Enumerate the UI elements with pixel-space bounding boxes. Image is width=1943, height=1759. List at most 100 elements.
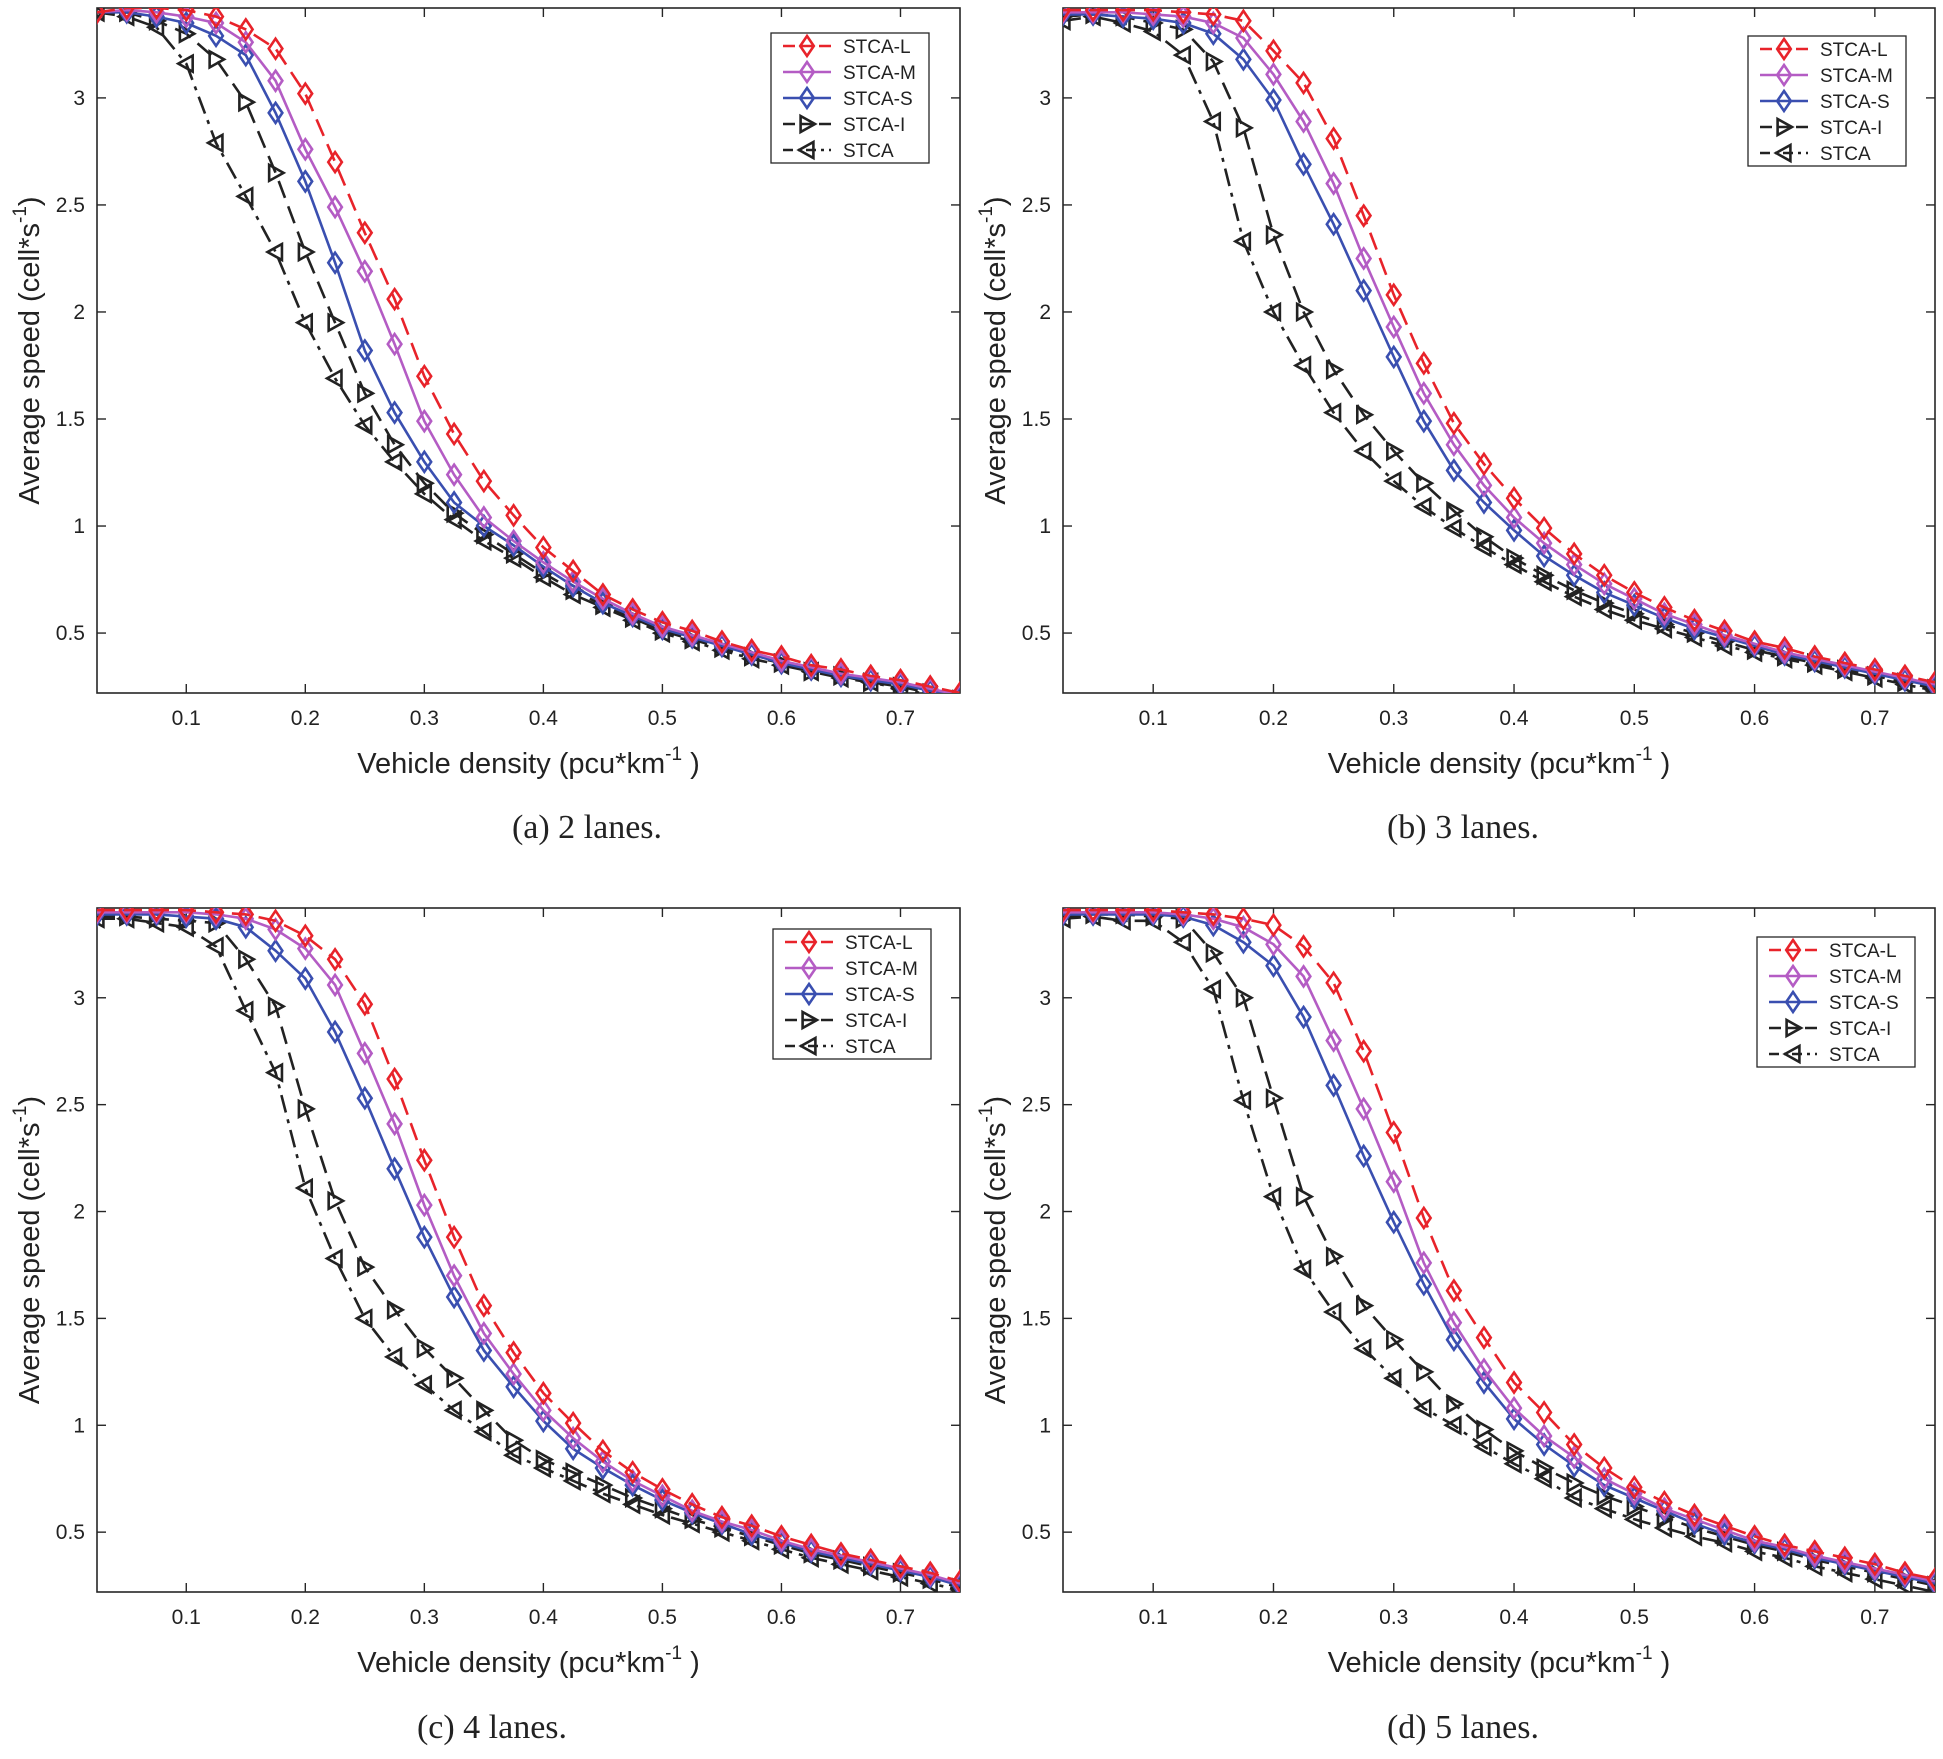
point-stca-i bbox=[386, 434, 406, 455]
y-axis-label-text: Average speed (cell*s bbox=[14, 223, 46, 505]
point-stca-s bbox=[326, 250, 344, 276]
point-stca bbox=[235, 186, 254, 207]
point-stca-l bbox=[1144, 908, 1162, 923]
point-stca-l bbox=[535, 1380, 552, 1406]
series-group bbox=[1063, 8, 1935, 693]
point-stca-l bbox=[802, 652, 820, 678]
point-stca bbox=[205, 936, 224, 957]
legend-marker-stca bbox=[798, 1035, 817, 1057]
point-stca-l bbox=[356, 991, 374, 1017]
point-stca-l bbox=[921, 674, 939, 693]
point-stca-l bbox=[1084, 908, 1102, 923]
point-stca-l bbox=[177, 8, 195, 23]
point-stca-i bbox=[1506, 547, 1525, 569]
point-stca-i bbox=[1325, 359, 1345, 380]
legend-marker-stca-m bbox=[1784, 963, 1802, 989]
point-stca-l bbox=[773, 644, 790, 669]
point-stca-l bbox=[1084, 8, 1102, 23]
point-stca-i bbox=[357, 383, 376, 404]
point-stca-m bbox=[415, 1192, 433, 1218]
point-stca-l bbox=[1114, 8, 1132, 23]
series-line-stca bbox=[97, 917, 960, 1592]
point-stca bbox=[1473, 537, 1492, 558]
y-tick-label: 2.5 bbox=[1022, 194, 1051, 217]
point-stca-i bbox=[97, 8, 108, 19]
x-tick-label: 0.3 bbox=[1379, 707, 1408, 730]
y-tick-label: 1 bbox=[1039, 515, 1051, 538]
point-stca-l bbox=[415, 363, 433, 389]
point-stca-m bbox=[267, 68, 284, 94]
point-stca-l bbox=[892, 667, 909, 693]
point-stca-s bbox=[1535, 543, 1553, 569]
legend-label-stca-s: STCA-S bbox=[843, 89, 913, 110]
point-stca-m bbox=[1866, 1556, 1884, 1581]
series-line-stca-l bbox=[97, 908, 960, 1583]
point-stca-l bbox=[1265, 912, 1282, 938]
point-stca-m bbox=[1535, 530, 1553, 556]
x-tick-label: 0.6 bbox=[767, 1606, 796, 1629]
point-stca-s bbox=[296, 966, 314, 991]
x-tick-label: 0.3 bbox=[410, 707, 439, 730]
point-stca-i bbox=[446, 1368, 465, 1389]
point-stca-l bbox=[207, 8, 225, 29]
x-tick-label: 0.4 bbox=[529, 707, 559, 730]
legend-label-stca-l: STCA-L bbox=[843, 37, 911, 58]
point-stca-l bbox=[862, 1547, 880, 1573]
x-tick-label: 0.3 bbox=[410, 1606, 439, 1629]
point-stca-s bbox=[1415, 1271, 1433, 1297]
point-stca bbox=[1383, 1368, 1402, 1389]
point-stca-l bbox=[1746, 1524, 1763, 1549]
y-tick-label: 0.5 bbox=[56, 622, 85, 645]
y-axis-label-close: ) bbox=[14, 1096, 46, 1106]
legend-label-stca-s: STCA-S bbox=[845, 985, 915, 1006]
point-stca-l bbox=[267, 36, 284, 61]
point-stca-l bbox=[1595, 562, 1613, 588]
x-axis-label-text: Vehicle density (pcu*km bbox=[357, 1647, 665, 1679]
legend-marker-stca-s bbox=[800, 981, 818, 1007]
y-axis-label-close: ) bbox=[980, 1096, 1012, 1106]
x-tick-label: 0.5 bbox=[648, 707, 677, 730]
legend-marker-stca-l bbox=[1784, 937, 1802, 963]
legend: STCA-L STCA-M STCA-S STCA-I STCA bbox=[1747, 35, 1907, 167]
point-stca-l bbox=[1174, 8, 1192, 25]
point-stca-l bbox=[921, 1560, 939, 1586]
y-tick-label: 1.5 bbox=[1022, 1307, 1051, 1330]
point-stca-l bbox=[1926, 669, 1935, 693]
point-stca-l bbox=[296, 81, 314, 106]
point-stca-m bbox=[1325, 171, 1342, 196]
point-stca-l bbox=[862, 663, 880, 689]
x-tick-label: 0.5 bbox=[1620, 1606, 1649, 1629]
point-stca-m bbox=[773, 1528, 790, 1554]
point-stca-l bbox=[1625, 1474, 1643, 1500]
point-stca-l bbox=[535, 535, 552, 560]
y-axis-label-text: Average speed (cell*s bbox=[980, 223, 1012, 505]
point-stca-l bbox=[1716, 1513, 1733, 1539]
point-stca-m bbox=[802, 1536, 820, 1562]
point-stca-s bbox=[1475, 490, 1493, 515]
point-stca bbox=[1232, 231, 1252, 252]
point-stca-m bbox=[505, 1361, 522, 1387]
legend-label-stca-s: STCA-S bbox=[1820, 92, 1890, 113]
y-tick-label: 0.5 bbox=[1022, 1521, 1051, 1544]
point-stca-l bbox=[1686, 1502, 1703, 1528]
point-stca-m bbox=[1686, 1507, 1703, 1532]
point-stca bbox=[1322, 1301, 1342, 1323]
series-line-stca bbox=[1063, 15, 1935, 693]
point-stca-s bbox=[1325, 1073, 1342, 1098]
point-stca-l bbox=[1385, 1120, 1403, 1145]
legend-label-stca-m: STCA-M bbox=[843, 63, 916, 84]
x-tick-label: 0.6 bbox=[1740, 707, 1769, 730]
point-stca-i bbox=[267, 996, 287, 1017]
x-axis-label-sup: -1 bbox=[1636, 744, 1653, 765]
point-stca-l bbox=[1866, 1551, 1884, 1577]
point-stca-m bbox=[1355, 246, 1373, 271]
point-stca bbox=[1292, 355, 1312, 376]
point-stca-l bbox=[1144, 8, 1162, 23]
point-stca-s bbox=[356, 338, 374, 363]
point-stca-i bbox=[1235, 987, 1255, 1008]
point-stca-i bbox=[1446, 1393, 1465, 1415]
point-stca-l bbox=[386, 1066, 403, 1092]
x-tick-label: 0.2 bbox=[1259, 1606, 1288, 1629]
point-stca-l bbox=[326, 149, 344, 175]
x-tick-label: 0.2 bbox=[291, 707, 320, 730]
